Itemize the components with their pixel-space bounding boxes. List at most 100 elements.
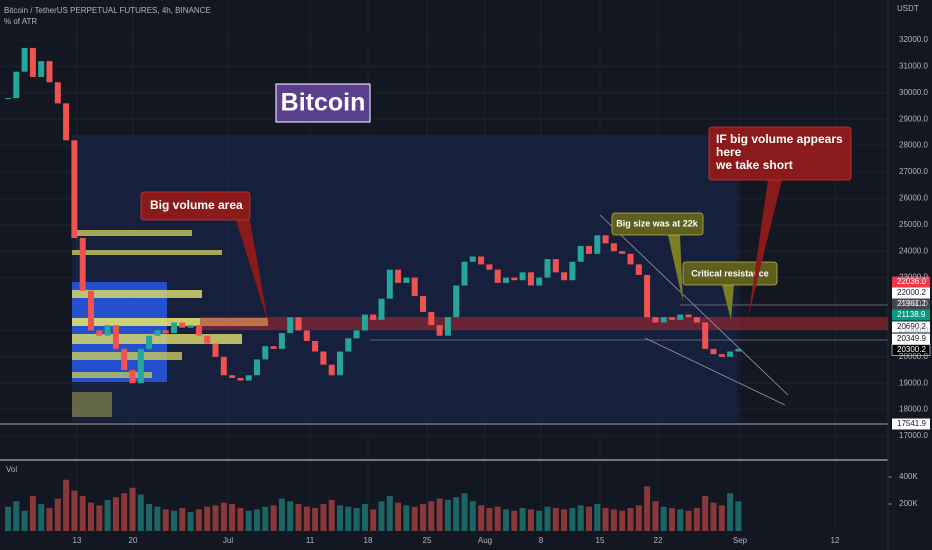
volume-bar	[503, 509, 509, 531]
candle	[129, 370, 136, 384]
candle	[411, 277, 418, 297]
x-tick-label: 15	[596, 536, 605, 545]
volume-bar	[345, 506, 352, 531]
price-tag-label: 20300.2	[897, 345, 926, 354]
volume-bar	[693, 508, 700, 531]
callout-box	[611, 212, 704, 236]
x-tick-label: 20	[129, 536, 138, 545]
y-tick-label: 25000.0	[899, 220, 928, 229]
y-tick-label: 27000.0	[899, 167, 928, 176]
candle	[428, 311, 435, 326]
volume-bar	[627, 508, 634, 531]
volume-bar	[270, 505, 277, 531]
candle	[577, 245, 584, 262]
volume-bar	[96, 505, 103, 531]
price-tag	[891, 344, 931, 356]
profile-bar	[72, 250, 222, 255]
volume-bar	[461, 493, 468, 531]
candle	[345, 338, 352, 352]
candle	[245, 375, 252, 381]
volume-bar	[54, 498, 61, 531]
volume-bar	[577, 505, 584, 531]
candle	[486, 264, 493, 270]
candle	[685, 314, 692, 318]
callout-box	[140, 191, 251, 221]
candle	[727, 351, 734, 357]
candle	[229, 375, 236, 378]
volume-bar	[137, 494, 144, 531]
candle	[536, 277, 543, 286]
candle	[254, 359, 260, 376]
candle	[46, 61, 53, 83]
volume-bar	[287, 501, 294, 531]
price-tag-label: 21138.9	[897, 310, 926, 319]
volume-bar	[71, 490, 78, 531]
volume-bar	[652, 501, 659, 531]
candle	[453, 285, 460, 318]
candle	[594, 235, 601, 254]
volume-bar	[79, 495, 86, 531]
callout-pointer	[722, 285, 734, 320]
volume-bar	[254, 509, 260, 531]
callout-text: we take short	[715, 158, 793, 172]
volume-bar	[594, 504, 601, 531]
callout-text: IF big volume appears	[716, 132, 843, 146]
volume-bar	[353, 508, 360, 531]
volume-bar	[179, 508, 186, 531]
volume-bar	[478, 505, 485, 531]
currency: USDT	[897, 4, 919, 13]
volume-bar	[237, 508, 244, 531]
candle	[602, 235, 609, 244]
x-tick-label: Sep	[733, 536, 748, 545]
candle	[619, 251, 626, 254]
volume-bar	[162, 509, 169, 531]
volume-bar	[536, 510, 543, 531]
price-tag-label: 20690.2	[897, 322, 926, 331]
candle	[677, 314, 684, 320]
candle	[635, 264, 642, 275]
y-tick-label: 18000.0	[899, 405, 928, 414]
volumes	[5, 479, 742, 531]
candle	[669, 317, 675, 320]
volume-bar	[610, 509, 617, 531]
price-tag	[892, 276, 930, 288]
x-tick-label: Aug	[478, 536, 492, 545]
y-tick-label: 29000.0	[899, 114, 928, 123]
callout-box	[708, 126, 852, 181]
candle	[569, 261, 576, 281]
y-tick-label: 30000.0	[899, 88, 928, 97]
volume-bar	[386, 495, 393, 531]
volume-bar	[561, 509, 568, 531]
volume-bar	[411, 506, 418, 531]
candle	[13, 71, 20, 99]
candle	[461, 261, 468, 286]
candle	[262, 346, 269, 360]
x-tick-label: 12	[831, 536, 840, 545]
volume-bar	[718, 505, 725, 531]
price-tag	[892, 333, 930, 345]
volume-bar	[121, 493, 128, 531]
x-tick-label: 11	[306, 536, 315, 545]
volume-bar	[519, 508, 526, 531]
volume-bar	[486, 508, 493, 531]
candle	[21, 47, 28, 72]
volume-bar	[220, 502, 227, 531]
candle	[88, 290, 94, 331]
volume-bar	[395, 502, 402, 531]
resistance-band	[200, 317, 888, 330]
volume-bar	[63, 479, 70, 531]
candle	[312, 340, 319, 352]
candle	[171, 322, 177, 334]
price-tag	[892, 418, 930, 430]
callout-pointer	[748, 180, 782, 318]
volume-bar	[229, 504, 236, 531]
candle	[644, 274, 651, 318]
candle	[5, 98, 11, 100]
candle	[403, 277, 410, 283]
candle	[195, 325, 202, 336]
candle	[519, 272, 526, 281]
volume-bar	[370, 509, 377, 531]
volume-bar	[21, 510, 28, 531]
volume-bar	[544, 506, 551, 531]
